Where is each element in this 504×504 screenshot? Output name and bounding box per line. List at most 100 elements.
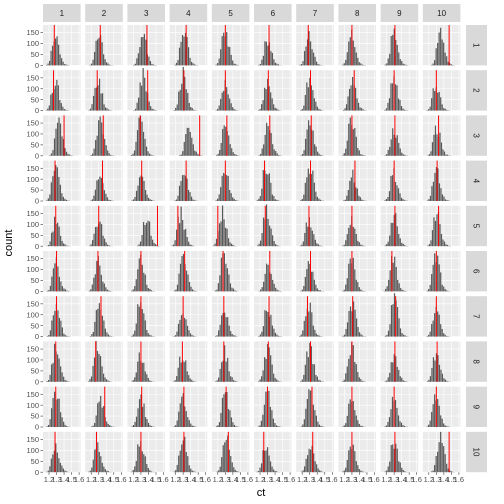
histogram-bar bbox=[343, 289, 345, 292]
panel-background bbox=[254, 70, 292, 111]
histogram-bar bbox=[436, 214, 438, 247]
histogram-bar bbox=[304, 182, 306, 201]
histogram-bar bbox=[428, 154, 431, 156]
histogram-bar bbox=[307, 455, 309, 473]
histogram-bar bbox=[189, 57, 191, 66]
histogram-bar bbox=[318, 198, 320, 201]
histogram-bar bbox=[303, 374, 305, 382]
histogram-bar bbox=[399, 99, 401, 111]
histogram-bar bbox=[50, 94, 52, 111]
histogram-bar bbox=[181, 396, 183, 427]
column-strip-label: 4 bbox=[186, 9, 191, 18]
histogram-bar bbox=[174, 64, 176, 66]
histogram-bar bbox=[402, 425, 404, 427]
histogram-bar bbox=[442, 239, 444, 247]
histogram-bar bbox=[219, 368, 221, 382]
histogram-bar bbox=[355, 364, 357, 382]
histogram-bar bbox=[106, 289, 108, 292]
histogram-bar bbox=[48, 245, 50, 247]
histogram-bar bbox=[387, 58, 389, 66]
row-strip bbox=[466, 431, 487, 473]
histogram-bar bbox=[390, 35, 392, 66]
panel-background bbox=[211, 341, 250, 382]
facet-panel-r1-c9 bbox=[380, 25, 419, 66]
histogram-bar bbox=[395, 137, 397, 156]
histogram-bar bbox=[304, 276, 306, 292]
facet-panel-r1-c6 bbox=[254, 25, 292, 66]
histogram-bar bbox=[312, 130, 314, 156]
facet-panel-r6-c1 bbox=[43, 251, 81, 292]
histogram-bar bbox=[433, 217, 435, 247]
row-strip-label: 3 bbox=[472, 133, 481, 138]
histogram-bar bbox=[349, 355, 351, 382]
histogram-bar bbox=[261, 104, 263, 111]
histogram-bar bbox=[234, 335, 236, 337]
panel-background bbox=[338, 296, 376, 337]
x-tick-label: 1.4 bbox=[101, 475, 111, 484]
histogram-bar bbox=[432, 264, 434, 292]
histogram-bar bbox=[150, 235, 152, 247]
histogram-bar bbox=[174, 380, 176, 382]
histogram-bar bbox=[358, 62, 360, 66]
histogram-bar bbox=[259, 108, 261, 111]
histogram-bar bbox=[361, 245, 363, 247]
facet-panel-r2-c8 bbox=[338, 70, 376, 111]
histogram-bar bbox=[150, 381, 152, 382]
facet-panel-r6-c2 bbox=[85, 251, 123, 292]
histogram-bar bbox=[257, 470, 260, 473]
histogram-bar bbox=[426, 426, 428, 427]
histogram-bar bbox=[387, 330, 390, 337]
histogram-bar bbox=[46, 336, 48, 337]
histogram-bar bbox=[299, 64, 301, 66]
row-strip-label: 2 bbox=[472, 88, 481, 93]
histogram-bar bbox=[183, 141, 185, 156]
histogram-bar bbox=[355, 52, 357, 66]
histogram-bar bbox=[272, 418, 275, 427]
histogram-bar bbox=[99, 221, 101, 247]
histogram-bar bbox=[184, 406, 186, 427]
column-strip-label: 9 bbox=[397, 9, 402, 18]
histogram-bar bbox=[221, 205, 224, 247]
histogram-bar bbox=[399, 421, 401, 427]
histogram-bar bbox=[109, 425, 111, 427]
histogram-bar bbox=[101, 42, 103, 66]
histogram-bar bbox=[149, 199, 151, 201]
y-tick-label: 0 bbox=[35, 151, 39, 160]
histogram-bar bbox=[226, 32, 228, 66]
histogram-bar bbox=[343, 63, 345, 66]
histogram-bar bbox=[133, 110, 135, 111]
histogram-bar bbox=[361, 290, 363, 292]
histogram-bar bbox=[348, 358, 350, 382]
x-tick-label: 1.3 bbox=[389, 475, 399, 484]
y-tick-label: 150 bbox=[26, 299, 39, 308]
histogram-bar bbox=[178, 411, 180, 427]
histogram-bar bbox=[185, 360, 187, 382]
histogram-bar bbox=[343, 379, 345, 382]
histogram-bar bbox=[267, 78, 269, 111]
histogram-bar bbox=[317, 468, 319, 473]
histogram-bar bbox=[96, 260, 98, 292]
histogram-bar bbox=[439, 224, 441, 247]
histogram-bar bbox=[390, 445, 392, 473]
histogram-bar bbox=[180, 180, 182, 201]
histogram-bar bbox=[306, 39, 309, 66]
histogram-bar bbox=[96, 351, 99, 382]
histogram-bar bbox=[395, 266, 397, 292]
histogram-bar bbox=[147, 288, 149, 292]
facet-panel-r1-c4 bbox=[169, 25, 208, 66]
histogram-bar bbox=[303, 320, 305, 337]
histogram-bar bbox=[65, 64, 67, 66]
histogram-bar bbox=[388, 191, 391, 201]
x-tick-label: 1.2 bbox=[255, 475, 265, 484]
histogram-bar bbox=[223, 125, 225, 156]
histogram-bar bbox=[402, 243, 404, 247]
histogram-bar bbox=[63, 376, 65, 382]
histogram-bar bbox=[357, 240, 359, 247]
histogram-bar bbox=[387, 241, 389, 247]
histogram-bar bbox=[147, 422, 150, 427]
histogram-bar bbox=[140, 175, 142, 201]
histogram-bar bbox=[233, 424, 236, 427]
histogram-bar bbox=[107, 380, 109, 382]
histogram-bar bbox=[58, 458, 60, 473]
histogram-bar bbox=[60, 103, 62, 111]
